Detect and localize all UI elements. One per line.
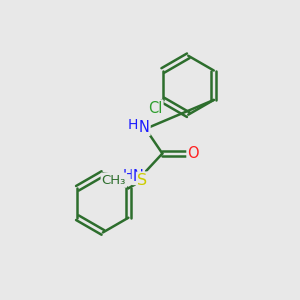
Text: O: O <box>188 146 199 161</box>
Text: N: N <box>139 120 149 135</box>
Text: N: N <box>133 169 144 184</box>
Text: H: H <box>128 118 138 132</box>
Text: H: H <box>122 168 133 182</box>
Text: CH₃: CH₃ <box>102 174 126 187</box>
Text: Cl: Cl <box>148 100 162 116</box>
Text: S: S <box>137 173 148 188</box>
